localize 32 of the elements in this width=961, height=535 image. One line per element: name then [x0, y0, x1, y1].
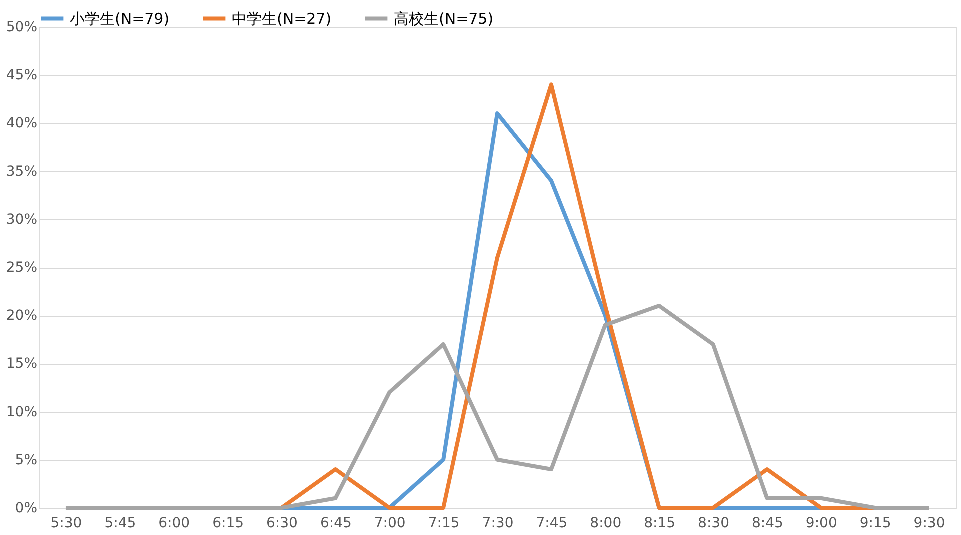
line-series: [64, 304, 932, 510]
x-tick-label: 7:45: [536, 516, 568, 532]
x-tick-label: 8:15: [644, 516, 676, 532]
x-tick-label: 6:00: [158, 516, 190, 532]
y-tick-label: 40%: [6, 116, 38, 132]
y-tick-label: 5%: [15, 452, 38, 468]
y-tick-label: 30%: [6, 212, 38, 228]
x-tick-label: 7:00: [374, 516, 406, 532]
x-tick-label: 8:30: [698, 516, 730, 532]
x-tick-label: 9:30: [914, 516, 946, 532]
x-tick-label: 6:15: [212, 516, 244, 532]
y-tick-label: 35%: [6, 164, 38, 180]
y-tick-label: 15%: [6, 356, 38, 372]
x-tick-label: 8:00: [590, 516, 622, 532]
y-tick-label: 25%: [6, 260, 38, 276]
legend-label: 小学生(N=79): [70, 10, 170, 28]
y-tick-label: 45%: [6, 68, 38, 84]
legend-label: 高校生(N=75): [394, 10, 494, 28]
legend-label: 中学生(N=27): [232, 10, 332, 28]
x-tick-label: 6:45: [320, 516, 352, 532]
x-tick-label: 8:45: [752, 516, 784, 532]
x-tick-label: 7:15: [428, 516, 460, 532]
x-tick-label: 5:45: [104, 516, 136, 532]
x-tick-label: 9:00: [806, 516, 838, 532]
y-tick-label: 10%: [6, 404, 38, 420]
x-tick-label: 5:30: [50, 516, 82, 532]
x-tick-label: 7:30: [482, 516, 514, 532]
x-tick-label: 6:30: [266, 516, 298, 532]
x-tick-label: 9:15: [860, 516, 892, 532]
y-tick-label: 50%: [6, 20, 38, 36]
y-tick-label: 0%: [15, 500, 38, 516]
y-tick-label: 20%: [6, 308, 38, 324]
